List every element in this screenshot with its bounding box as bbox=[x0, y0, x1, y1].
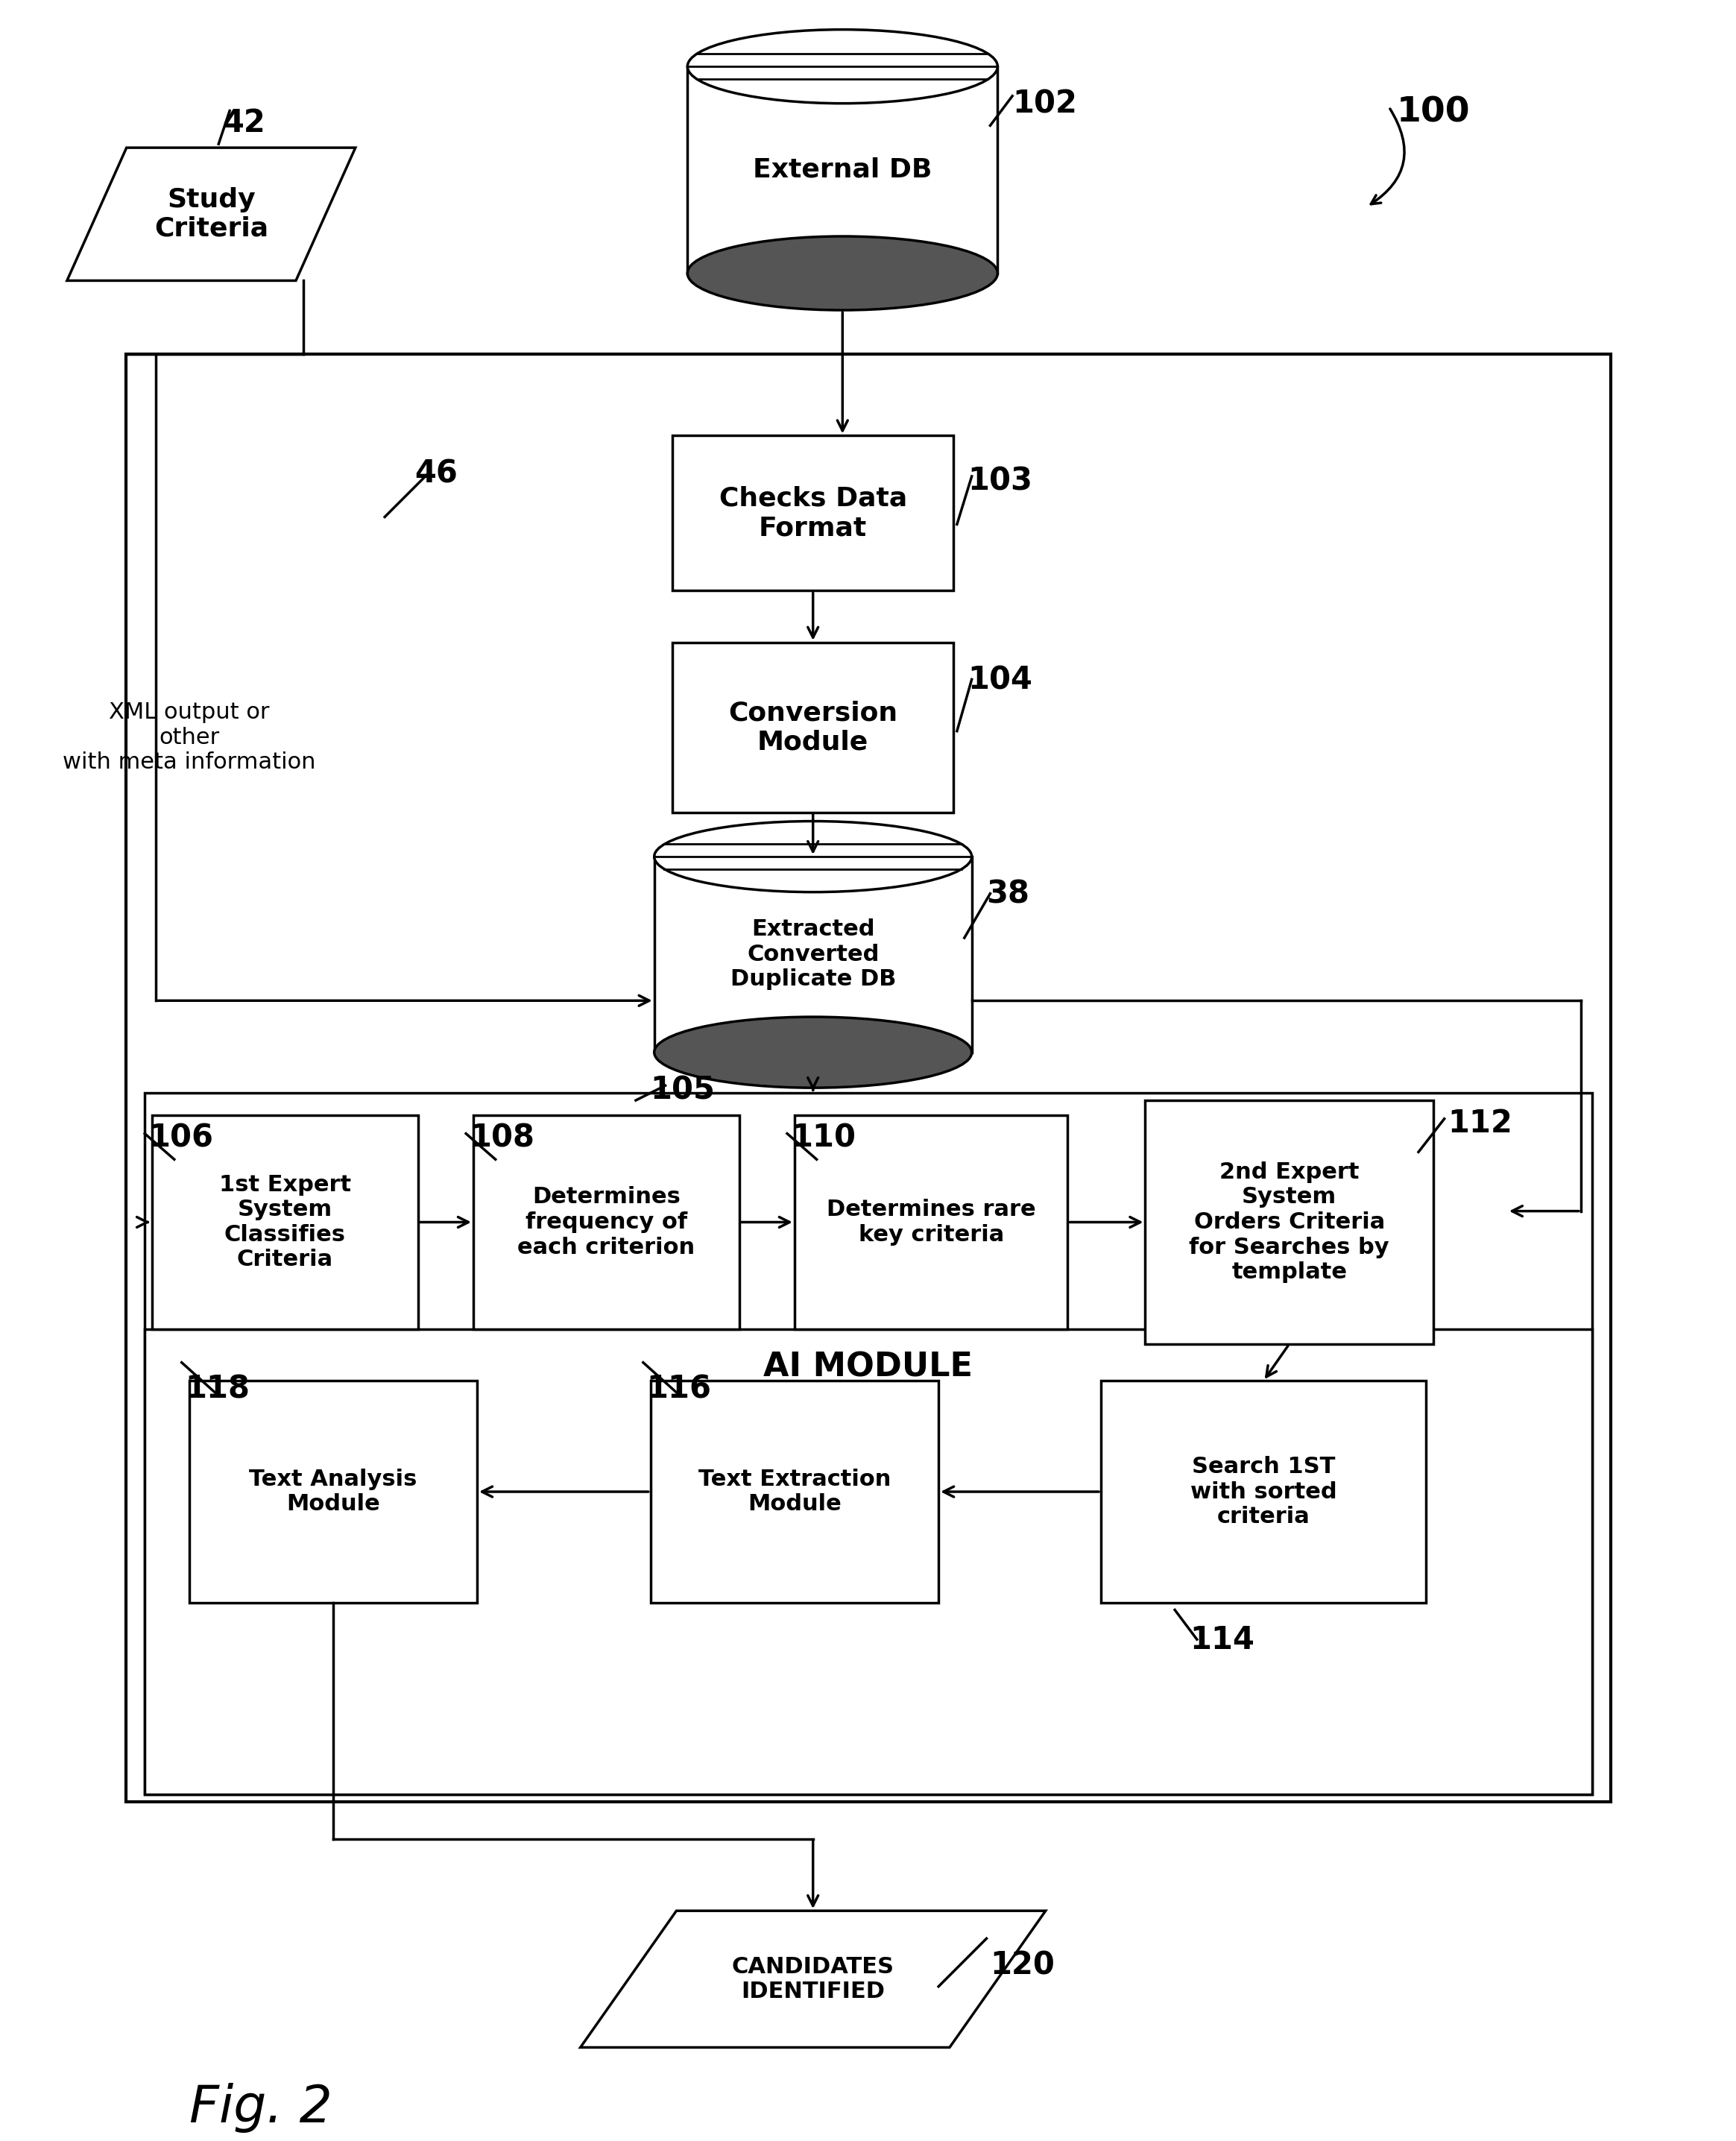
Polygon shape bbox=[687, 66, 998, 274]
FancyBboxPatch shape bbox=[474, 1115, 740, 1330]
Text: Checks Data
Format: Checks Data Format bbox=[719, 486, 906, 540]
Text: 105: 105 bbox=[651, 1075, 715, 1105]
Text: 103: 103 bbox=[969, 465, 1033, 497]
Text: 118: 118 bbox=[186, 1375, 250, 1404]
Text: CANDIDATES
IDENTIFIED: CANDIDATES IDENTIFIED bbox=[733, 1955, 894, 2002]
Text: Conversion
Module: Conversion Module bbox=[729, 700, 898, 756]
Polygon shape bbox=[654, 856, 972, 1053]
FancyBboxPatch shape bbox=[144, 1330, 1592, 1794]
Text: Extracted
Converted
Duplicate DB: Extracted Converted Duplicate DB bbox=[731, 918, 896, 991]
Ellipse shape bbox=[687, 30, 998, 103]
Text: Fig. 2: Fig. 2 bbox=[189, 2083, 332, 2132]
FancyBboxPatch shape bbox=[672, 437, 953, 591]
Text: 104: 104 bbox=[969, 664, 1033, 696]
FancyBboxPatch shape bbox=[189, 1381, 477, 1601]
Text: 116: 116 bbox=[648, 1375, 712, 1404]
Ellipse shape bbox=[654, 822, 972, 893]
Text: 38: 38 bbox=[986, 878, 1029, 910]
FancyBboxPatch shape bbox=[795, 1115, 1068, 1330]
Polygon shape bbox=[580, 1910, 1045, 2047]
Text: Text Extraction
Module: Text Extraction Module bbox=[698, 1469, 891, 1516]
FancyBboxPatch shape bbox=[153, 1115, 418, 1330]
FancyBboxPatch shape bbox=[1146, 1100, 1434, 1345]
Text: 106: 106 bbox=[149, 1122, 214, 1154]
Text: XML output or
other
with meta information: XML output or other with meta informatio… bbox=[62, 702, 316, 773]
Text: 2nd Expert
System
Orders Criteria
for Searches by
template: 2nd Expert System Orders Criteria for Se… bbox=[1189, 1160, 1389, 1282]
Polygon shape bbox=[68, 148, 356, 280]
Text: Determines
frequency of
each criterion: Determines frequency of each criterion bbox=[517, 1186, 694, 1259]
Text: 46: 46 bbox=[415, 458, 457, 488]
Ellipse shape bbox=[654, 1017, 972, 1088]
Text: Search 1ST
with sorted
criteria: Search 1ST with sorted criteria bbox=[1191, 1456, 1337, 1527]
Text: 108: 108 bbox=[470, 1122, 535, 1154]
Text: External DB: External DB bbox=[753, 156, 932, 182]
FancyBboxPatch shape bbox=[1101, 1381, 1425, 1601]
Text: 100: 100 bbox=[1396, 96, 1470, 131]
FancyBboxPatch shape bbox=[672, 642, 953, 811]
Text: 114: 114 bbox=[1189, 1625, 1255, 1655]
FancyBboxPatch shape bbox=[127, 355, 1611, 1803]
Text: 120: 120 bbox=[990, 1950, 1055, 1980]
Text: Determines rare
key criteria: Determines rare key criteria bbox=[826, 1199, 1036, 1246]
Text: Study
Criteria: Study Criteria bbox=[155, 186, 269, 242]
Text: 102: 102 bbox=[1012, 88, 1076, 120]
FancyBboxPatch shape bbox=[144, 1092, 1592, 1794]
Text: Text Analysis
Module: Text Analysis Module bbox=[248, 1469, 417, 1516]
Ellipse shape bbox=[687, 236, 998, 310]
Text: 42: 42 bbox=[222, 107, 266, 139]
FancyBboxPatch shape bbox=[651, 1381, 939, 1601]
Text: 112: 112 bbox=[1448, 1107, 1512, 1139]
Text: 1st Expert
System
Classifies
Criteria: 1st Expert System Classifies Criteria bbox=[219, 1173, 351, 1270]
Text: 110: 110 bbox=[792, 1122, 856, 1154]
Text: AI MODULE: AI MODULE bbox=[764, 1351, 974, 1383]
